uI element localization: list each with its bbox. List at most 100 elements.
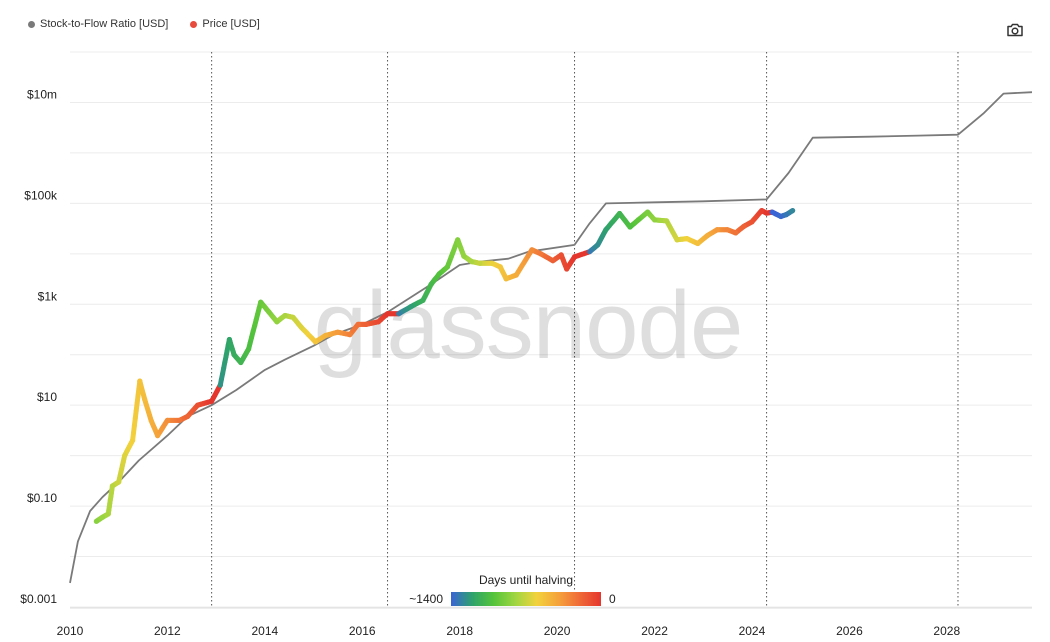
watermark: glassnode	[314, 272, 743, 379]
price-point	[164, 417, 170, 423]
price-point	[695, 240, 701, 247]
x-tick-label: 2020	[544, 624, 571, 638]
price-point	[769, 209, 775, 215]
price-point	[571, 254, 578, 260]
price-point	[109, 483, 115, 489]
s2f-line	[69, 91, 1033, 584]
halving-lines	[211, 52, 959, 607]
x-tick-label: 2018	[446, 624, 473, 638]
price-point	[290, 314, 296, 320]
s2f-series	[69, 91, 1033, 584]
colorbar-right-label: 0	[609, 592, 616, 606]
price-point	[759, 208, 765, 214]
price-point	[226, 336, 232, 343]
price-point	[444, 264, 450, 270]
colorbar-gradient	[451, 592, 601, 606]
price-point	[195, 402, 201, 408]
price-point	[469, 259, 475, 265]
legend-dot-s2f	[28, 20, 35, 28]
price-point	[674, 237, 680, 243]
price-point	[231, 352, 237, 358]
price-point	[93, 518, 99, 524]
price-point	[266, 309, 272, 315]
price-point	[322, 332, 329, 339]
price-point	[355, 321, 361, 327]
legend-label-s2f: Stock-to-Flow Ratio [USD]	[40, 18, 169, 30]
price-point	[564, 266, 570, 272]
price-point	[550, 258, 556, 264]
price-point	[783, 212, 789, 218]
price-point	[428, 281, 434, 287]
price-point	[741, 223, 747, 229]
price-point	[155, 433, 161, 439]
price-point	[778, 213, 784, 220]
price-point	[385, 311, 391, 317]
price-point	[595, 242, 601, 248]
price-point	[664, 218, 670, 224]
price-point	[704, 233, 711, 239]
price-point	[497, 264, 503, 270]
price-point	[714, 227, 720, 233]
x-tick-label: 2012	[154, 624, 181, 638]
y-tick-label: $1k	[38, 289, 58, 303]
legend-item-s2f[interactable]: Stock-to-Flow Ratio [USD]	[28, 18, 168, 30]
colorbar-left-label: ~1400	[409, 592, 443, 606]
price-point	[538, 251, 544, 257]
price-point	[238, 359, 244, 366]
colorbar-title: Days until halving	[479, 573, 573, 587]
price-point	[764, 210, 770, 216]
price-point	[312, 339, 318, 345]
x-tick-label: 2026	[836, 624, 863, 638]
legend-item-price[interactable]: Price [USD]	[190, 18, 260, 30]
price-point	[513, 272, 519, 278]
x-tick-label: 2014	[252, 624, 279, 638]
x-tick-label: 2022	[641, 624, 668, 638]
colorbar: Days until halving ~1400 0	[409, 573, 616, 606]
price-point	[137, 378, 143, 384]
price-point	[130, 437, 136, 443]
price-point	[347, 332, 353, 338]
price-point	[558, 252, 564, 258]
price-point	[209, 398, 215, 404]
price-point	[274, 319, 280, 325]
y-axis: $0.001 $0.10 $10 $1k $100k $10m	[20, 87, 58, 606]
legend-label-price: Price [USD]	[202, 18, 260, 30]
price-point	[258, 299, 264, 305]
price-point	[396, 311, 402, 317]
x-tick-label: 2024	[739, 624, 766, 638]
price-point	[185, 413, 191, 419]
price-point	[282, 312, 288, 319]
x-tick-label: 2010	[57, 624, 84, 638]
x-tick-label: 2016	[349, 624, 376, 638]
price-point	[529, 247, 535, 253]
price-point	[587, 249, 593, 255]
price-point	[105, 511, 111, 517]
price-point	[645, 209, 651, 215]
price-point	[749, 219, 755, 225]
price-point	[461, 253, 467, 259]
price-point	[635, 217, 641, 223]
price-point	[503, 276, 509, 282]
price-point	[298, 324, 304, 330]
legend: Stock-to-Flow Ratio [USD] Price [USD]	[28, 18, 260, 30]
price-point	[375, 319, 381, 325]
camera-icon-graphic	[1007, 23, 1023, 37]
y-tick-label: $10m	[27, 87, 57, 101]
price-point	[142, 396, 148, 402]
grid	[70, 51, 1032, 608]
price-point	[116, 479, 122, 485]
price-point	[603, 227, 609, 233]
x-tick-label: 2028	[933, 624, 960, 638]
camera-icon[interactable]	[1006, 22, 1024, 38]
price-series	[93, 208, 796, 524]
price-point	[684, 236, 690, 242]
price-point	[617, 210, 623, 217]
price-point	[627, 224, 633, 230]
price-point	[335, 329, 341, 335]
price-point	[246, 346, 252, 352]
price-point	[733, 230, 739, 236]
price-point	[408, 304, 414, 310]
x-axis: 2010 2012 2014 2016 2018 2020 2022 2024 2026 2028	[57, 607, 1032, 638]
price-point	[436, 271, 442, 277]
